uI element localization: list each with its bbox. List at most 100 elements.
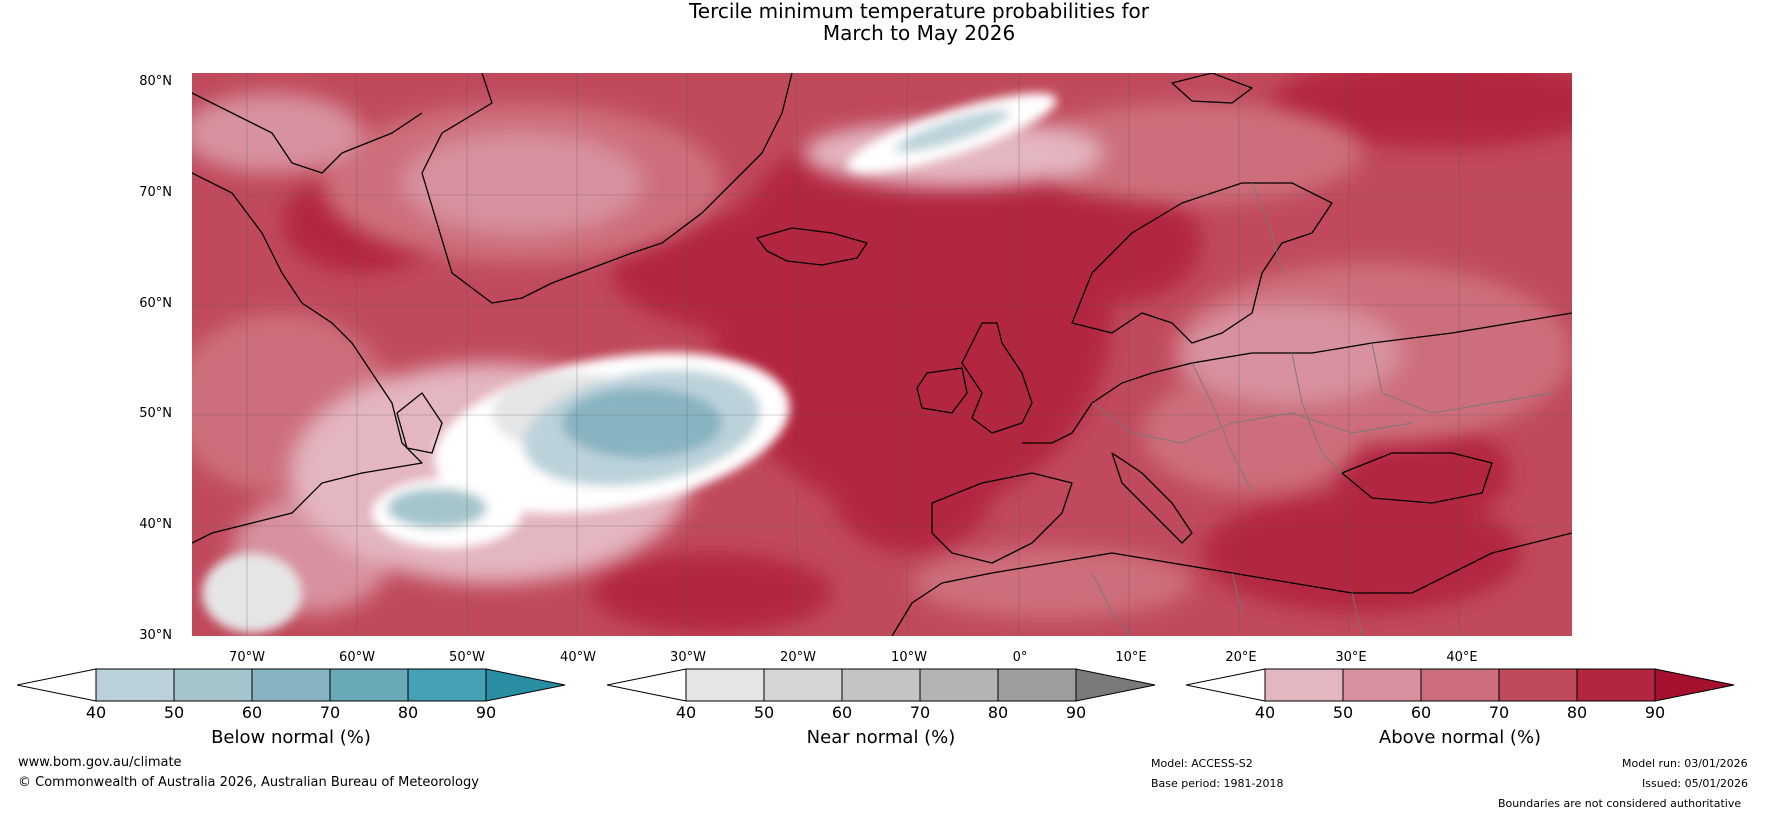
above-tick-70: 70 <box>1488 703 1510 722</box>
below-swatch-80 <box>407 668 487 702</box>
boundaries-disclaimer: Boundaries are not considered authoritat… <box>1498 797 1742 810</box>
model-run-date: Model run: 03/01/2026 <box>1622 757 1748 770</box>
above-extend-high <box>1654 668 1735 702</box>
below-tick-50: 50 <box>163 703 185 722</box>
above-swatch-80 <box>1576 668 1656 702</box>
issued-date: Issued: 05/01/2026 <box>1642 777 1749 790</box>
above-tick-40: 40 <box>1254 703 1276 722</box>
below-tick-70: 70 <box>319 703 341 722</box>
near-swatch-80 <box>997 668 1077 702</box>
coast-uk <box>961 322 1033 434</box>
coast-newfoundland <box>396 392 443 454</box>
colorbar-below <box>17 668 566 702</box>
lon-label-20e: 20°E <box>1225 650 1257 665</box>
coast-baffin <box>192 92 423 174</box>
lon-label-0: 0° <box>1012 650 1028 665</box>
lon-label-30w: 30°W <box>670 650 706 665</box>
copyright-notice: © Commonwealth of Australia 2026, Austra… <box>18 775 479 790</box>
colorbar-near <box>607 668 1156 702</box>
lat-label-70n: 70°N <box>139 185 172 200</box>
coastlines <box>192 73 1572 636</box>
zone-above-90-iberia <box>832 433 992 553</box>
lon-label-60w: 60°W <box>339 650 375 665</box>
above-tick-50: 50 <box>1332 703 1354 722</box>
lon-label-10w: 10°W <box>891 650 927 665</box>
near-tick-80: 80 <box>987 703 1009 722</box>
above-swatch-40 <box>1264 668 1344 702</box>
zone-near-40-caribbean <box>202 553 302 633</box>
above-swatch-70 <box>1498 668 1578 702</box>
near-extend-low <box>607 668 687 702</box>
graticule <box>192 73 1572 636</box>
zone-above-90-nsea <box>612 203 1052 343</box>
title-line-1: Tercile minimum temperature probabilitie… <box>688 0 1150 23</box>
lon-label-20w: 20°W <box>780 650 816 665</box>
lat-label-50n: 50°N <box>139 406 172 421</box>
below-swatch-50 <box>173 668 253 702</box>
below-tick-60: 60 <box>241 703 263 722</box>
below-swatch-40 <box>95 668 175 702</box>
zone-below-60-atlantic <box>562 388 722 458</box>
lat-label-40n: 40°N <box>139 517 172 532</box>
below-legend-title: Below normal (%) <box>211 727 371 748</box>
above-swatch-50 <box>1342 668 1422 702</box>
near-swatch-50 <box>763 668 843 702</box>
zone-above-90-med <box>1202 493 1522 613</box>
below-extend-high <box>485 668 566 702</box>
near-legend-title: Near normal (%) <box>806 727 956 748</box>
coast-labrador <box>192 172 423 544</box>
coast-blacksea <box>1341 452 1493 504</box>
coast-scandinavia <box>1071 182 1333 344</box>
colorbar-above <box>1186 668 1735 702</box>
above-swatch-60 <box>1420 668 1500 702</box>
website-link[interactable]: www.bom.gov.au/climate <box>18 755 182 770</box>
borders <box>1091 182 1553 636</box>
lon-label-40w: 40°W <box>560 650 596 665</box>
coast-ireland <box>916 367 968 414</box>
near-tick-90: 90 <box>1065 703 1087 722</box>
near-tick-60: 60 <box>831 703 853 722</box>
lat-label-30n: 30°N <box>139 628 172 643</box>
coast-iberia <box>931 472 1073 564</box>
lon-label-30e: 30°E <box>1335 650 1367 665</box>
lon-label-40e: 40°E <box>1446 650 1478 665</box>
above-tick-80: 80 <box>1566 703 1588 722</box>
zone-below-40-bermuda <box>387 488 487 528</box>
coast-greenland <box>421 73 793 304</box>
model-name: Model: ACCESS-S2 <box>1151 757 1253 770</box>
zone-above-50-baffin <box>192 93 362 173</box>
near-swatch-70 <box>919 668 999 702</box>
zone-above-60-europe <box>1142 373 1362 493</box>
lon-label-50w: 50°W <box>449 650 485 665</box>
above-tick-60: 60 <box>1410 703 1432 722</box>
near-swatch-60 <box>841 668 921 702</box>
zone-above-90-norway <box>1022 183 1202 303</box>
below-tick-80: 80 <box>397 703 419 722</box>
below-tick-40: 40 <box>85 703 107 722</box>
above-extend-low <box>1186 668 1266 702</box>
base-period: Base period: 1981-2018 <box>1151 777 1284 790</box>
above-legend-title: Above normal (%) <box>1378 727 1542 748</box>
zone-above-60-sahara <box>912 548 1192 618</box>
coast-svalbard <box>1171 73 1253 104</box>
probability-map <box>192 73 1572 636</box>
coast-iceland <box>756 227 868 266</box>
coast-italy <box>1111 452 1193 544</box>
lat-label-60n: 60°N <box>139 296 172 311</box>
below-swatch-70 <box>329 668 409 702</box>
zone-below-40-arctic <box>894 109 1010 153</box>
zone-above-90-south <box>592 553 832 633</box>
below-tick-90: 90 <box>475 703 497 722</box>
near-extend-high <box>1075 668 1156 702</box>
zone-above-60-scand <box>1022 103 1362 203</box>
near-tick-50: 50 <box>753 703 775 722</box>
lon-label-10e: 10°E <box>1115 650 1147 665</box>
zone-above-50-greenland <box>402 133 642 233</box>
zone-above-90-arctic <box>1272 73 1572 148</box>
below-extend-low <box>17 668 97 702</box>
near-swatch-40 <box>685 668 765 702</box>
near-tick-40: 40 <box>675 703 697 722</box>
lon-label-70w: 70°W <box>229 650 265 665</box>
lat-label-80n: 80°N <box>139 74 172 89</box>
near-tick-70: 70 <box>909 703 931 722</box>
